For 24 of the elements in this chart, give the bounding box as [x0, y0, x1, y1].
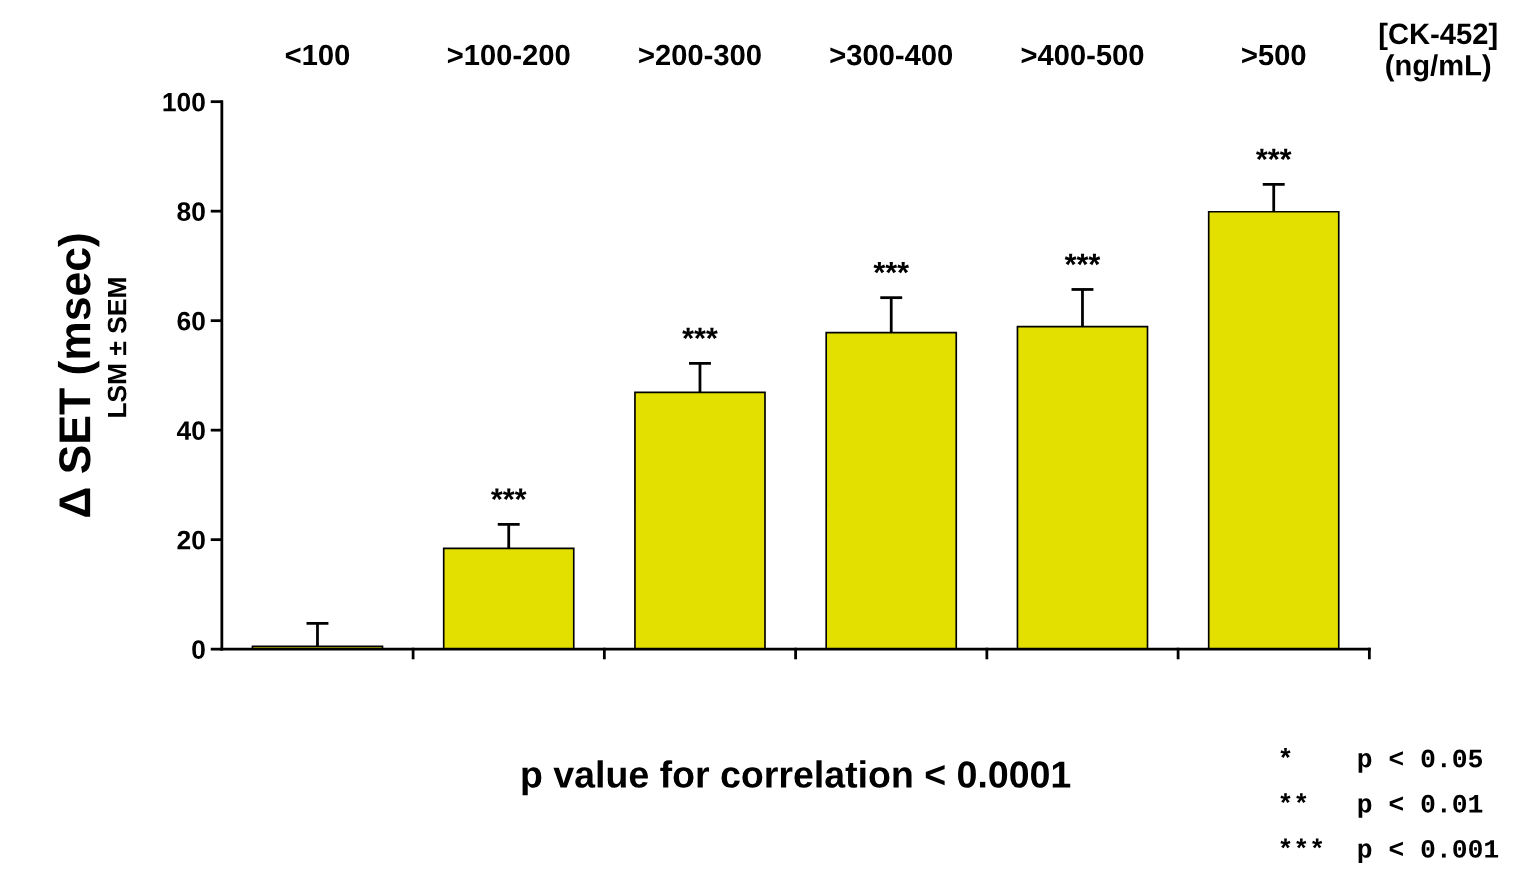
data-label: ***: [490, 488, 527, 500]
x-tick-label: <100: [285, 44, 350, 66]
x-tick-label: >300-400: [830, 44, 953, 66]
y-tick-label: 60: [177, 311, 205, 331]
data-label: ***: [1255, 148, 1292, 161]
data-label: ***: [1064, 253, 1101, 266]
y-tick-label: 100: [163, 92, 205, 112]
data-label: ***: [873, 261, 910, 274]
y-tick-label: 80: [177, 202, 205, 221]
x-tick-label: >100-200: [447, 44, 570, 66]
text: * p < 0.05: [1280, 748, 1483, 773]
x-tick-label: >200-300: [639, 44, 761, 66]
text: p value for correlation < 0.0001: [522, 760, 1071, 796]
y-tick-label: 40: [176, 421, 205, 440]
text: *** p < 0.001: [1280, 838, 1499, 864]
x-axis-title: [CK-452] (ng/mL): [1379, 22, 1497, 82]
y-axis-title: Δ SET (msec): [57, 234, 100, 517]
data-label: ***: [682, 327, 718, 340]
x-tick-label: >400-500: [1021, 44, 1144, 66]
text: LSM ± SEM: [107, 278, 127, 417]
y-tick-label: 0: [192, 640, 205, 659]
y-tick-label: 20: [177, 530, 205, 550]
text: ** p < 0.01: [1280, 793, 1483, 818]
x-tick-label: >500: [1242, 44, 1306, 66]
